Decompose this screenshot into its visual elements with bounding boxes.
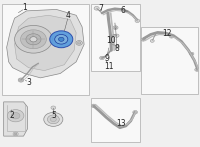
Circle shape [55, 35, 68, 44]
Text: 7: 7 [99, 4, 103, 13]
Text: 2: 2 [9, 111, 14, 120]
Circle shape [115, 45, 119, 48]
Circle shape [14, 133, 17, 135]
Circle shape [26, 34, 41, 45]
Circle shape [7, 110, 24, 122]
Circle shape [44, 112, 63, 126]
Circle shape [190, 52, 194, 55]
Circle shape [78, 42, 81, 44]
Circle shape [92, 105, 95, 107]
Circle shape [134, 111, 136, 113]
Circle shape [191, 53, 193, 55]
Text: 13: 13 [116, 118, 126, 127]
Text: 12: 12 [162, 29, 171, 38]
Text: 5: 5 [51, 111, 56, 120]
Circle shape [141, 38, 145, 41]
Text: 1: 1 [22, 3, 27, 12]
Circle shape [58, 37, 64, 41]
Bar [2, 4, 89, 95]
Circle shape [133, 111, 138, 114]
Polygon shape [4, 102, 28, 136]
Circle shape [169, 35, 174, 38]
Circle shape [76, 41, 82, 45]
Text: 6: 6 [120, 6, 125, 15]
Circle shape [47, 115, 59, 124]
Circle shape [135, 19, 140, 22]
Circle shape [196, 69, 198, 70]
Text: 10: 10 [106, 36, 116, 45]
Circle shape [21, 30, 46, 49]
Circle shape [91, 104, 96, 108]
Circle shape [114, 27, 117, 29]
Text: 4: 4 [66, 11, 71, 20]
Text: 9: 9 [105, 54, 109, 64]
Circle shape [115, 34, 119, 37]
Circle shape [51, 106, 56, 110]
Circle shape [94, 6, 99, 10]
Circle shape [100, 56, 104, 60]
Circle shape [30, 37, 37, 42]
Text: 11: 11 [104, 62, 114, 71]
Bar [91, 4, 140, 71]
Bar [141, 27, 198, 94]
Circle shape [50, 117, 56, 122]
Circle shape [18, 78, 24, 82]
Circle shape [150, 39, 154, 42]
Circle shape [50, 31, 73, 48]
Circle shape [11, 112, 20, 119]
Text: 3: 3 [26, 78, 31, 87]
Polygon shape [7, 9, 84, 78]
Polygon shape [15, 15, 76, 71]
Text: 8: 8 [115, 44, 119, 53]
Circle shape [15, 25, 52, 53]
Circle shape [20, 79, 22, 81]
Circle shape [13, 132, 18, 136]
Circle shape [195, 68, 199, 71]
Circle shape [171, 36, 172, 37]
Bar [91, 98, 140, 142]
Circle shape [113, 26, 118, 30]
Circle shape [142, 39, 144, 40]
Circle shape [101, 57, 103, 59]
